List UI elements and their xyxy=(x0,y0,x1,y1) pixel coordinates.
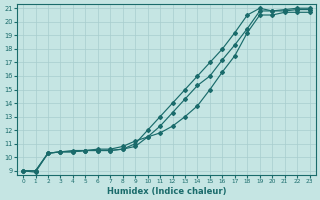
X-axis label: Humidex (Indice chaleur): Humidex (Indice chaleur) xyxy=(107,187,226,196)
